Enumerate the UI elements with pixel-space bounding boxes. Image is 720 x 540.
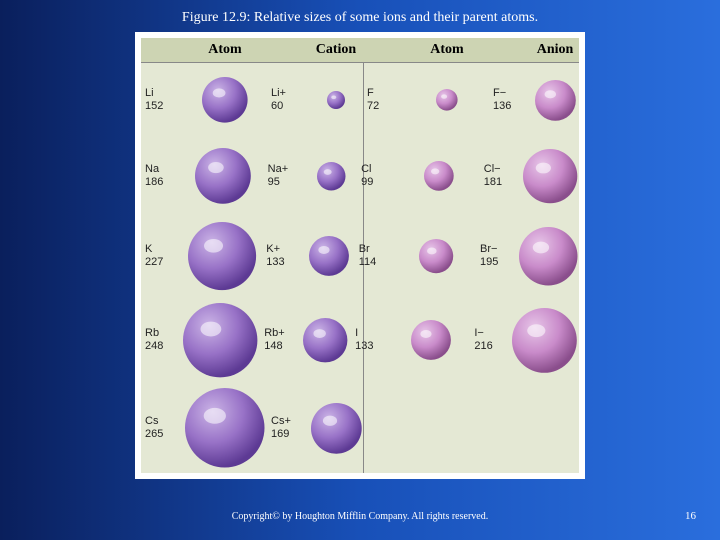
atom-sphere <box>182 220 263 292</box>
sphere-icon <box>422 159 456 193</box>
cation-sphere <box>309 89 363 111</box>
hdr-cation: Cation <box>309 38 363 62</box>
sphere-icon <box>183 386 267 470</box>
sphere-icon <box>533 78 578 123</box>
atom-sphere <box>183 386 267 470</box>
sphere-icon <box>181 301 259 379</box>
atom-label: Cl99 <box>357 163 398 188</box>
atom-label: Li152 <box>141 87 183 112</box>
atom-label: Na186 <box>141 163 182 188</box>
data-row: Li152 Li+60 F72 <box>141 63 579 137</box>
page-number: 16 <box>685 510 696 522</box>
sphere-icon <box>521 147 579 205</box>
sphere-icon <box>315 160 348 193</box>
sphere-icon <box>510 306 579 375</box>
atom-label: I133 <box>351 327 391 352</box>
sphere-icon <box>193 146 253 206</box>
rows-container: Li152 Li+60 F72 <box>141 63 579 473</box>
atom-sphere <box>398 159 480 193</box>
sphere-icon <box>417 237 455 275</box>
data-row: K227 K+133 Br114 <box>141 215 579 297</box>
atom-sphere <box>395 237 476 275</box>
hdr-atom-right: Atom <box>405 38 489 62</box>
sphere-icon <box>301 316 349 364</box>
chart-panel: Atom Cation Atom Anion Li152 Li+60 <box>141 38 579 473</box>
hdr-atom-left: Atom <box>183 38 267 62</box>
atom-label: Rb248 <box>141 327 181 352</box>
atom-sphere <box>183 75 267 125</box>
atom-sphere <box>405 87 489 113</box>
sphere-icon <box>517 225 580 288</box>
cation-sphere <box>309 401 363 456</box>
sphere-icon <box>309 401 363 456</box>
anion-label: Br−195 <box>476 243 517 268</box>
atom-sphere <box>391 318 470 362</box>
sphere-icon <box>434 87 460 113</box>
data-row: Rb248 Rb+148 I133 <box>141 297 579 383</box>
sphere-icon <box>200 75 250 125</box>
cation-label: Li+60 <box>267 87 309 112</box>
sphere-icon <box>186 220 258 292</box>
cation-label: K+133 <box>262 243 303 268</box>
cation-label: Rb+148 <box>260 327 300 352</box>
atom-sphere <box>181 301 260 379</box>
anion-sphere <box>517 225 580 288</box>
atom-label: Br114 <box>355 243 396 268</box>
cation-sphere <box>305 160 358 193</box>
anion-label: I−216 <box>470 327 510 352</box>
atom-label: K227 <box>141 243 182 268</box>
atom-sphere <box>182 146 264 206</box>
cation-sphere <box>303 234 355 278</box>
anion-sphere <box>510 306 579 375</box>
figure-frame: Atom Cation Atom Anion Li152 Li+60 <box>135 32 585 479</box>
hdr-anion: Anion <box>531 38 579 62</box>
figure-caption: Figure 12.9: Relative sizes of some ions… <box>0 0 720 32</box>
cation-sphere <box>300 316 351 364</box>
data-row: Cs265 Cs+169 <box>141 383 579 473</box>
cation-label: Cs+169 <box>267 415 309 440</box>
cation-label: Na+95 <box>264 163 305 188</box>
atom-label: Cs265 <box>141 415 183 440</box>
atom-label: F72 <box>363 87 405 112</box>
anion-sphere <box>531 78 579 123</box>
sphere-icon <box>325 89 347 111</box>
copyright-text: Copyright© by Houghton Mifflin Company. … <box>0 511 720 522</box>
anion-label: F−136 <box>489 87 531 112</box>
anion-sphere <box>521 147 579 205</box>
column-headers: Atom Cation Atom Anion <box>141 38 579 63</box>
sphere-icon <box>409 318 453 362</box>
data-row: Na186 Na+95 Cl99 <box>141 137 579 215</box>
anion-label: Cl−181 <box>480 163 521 188</box>
sphere-icon <box>307 234 351 278</box>
